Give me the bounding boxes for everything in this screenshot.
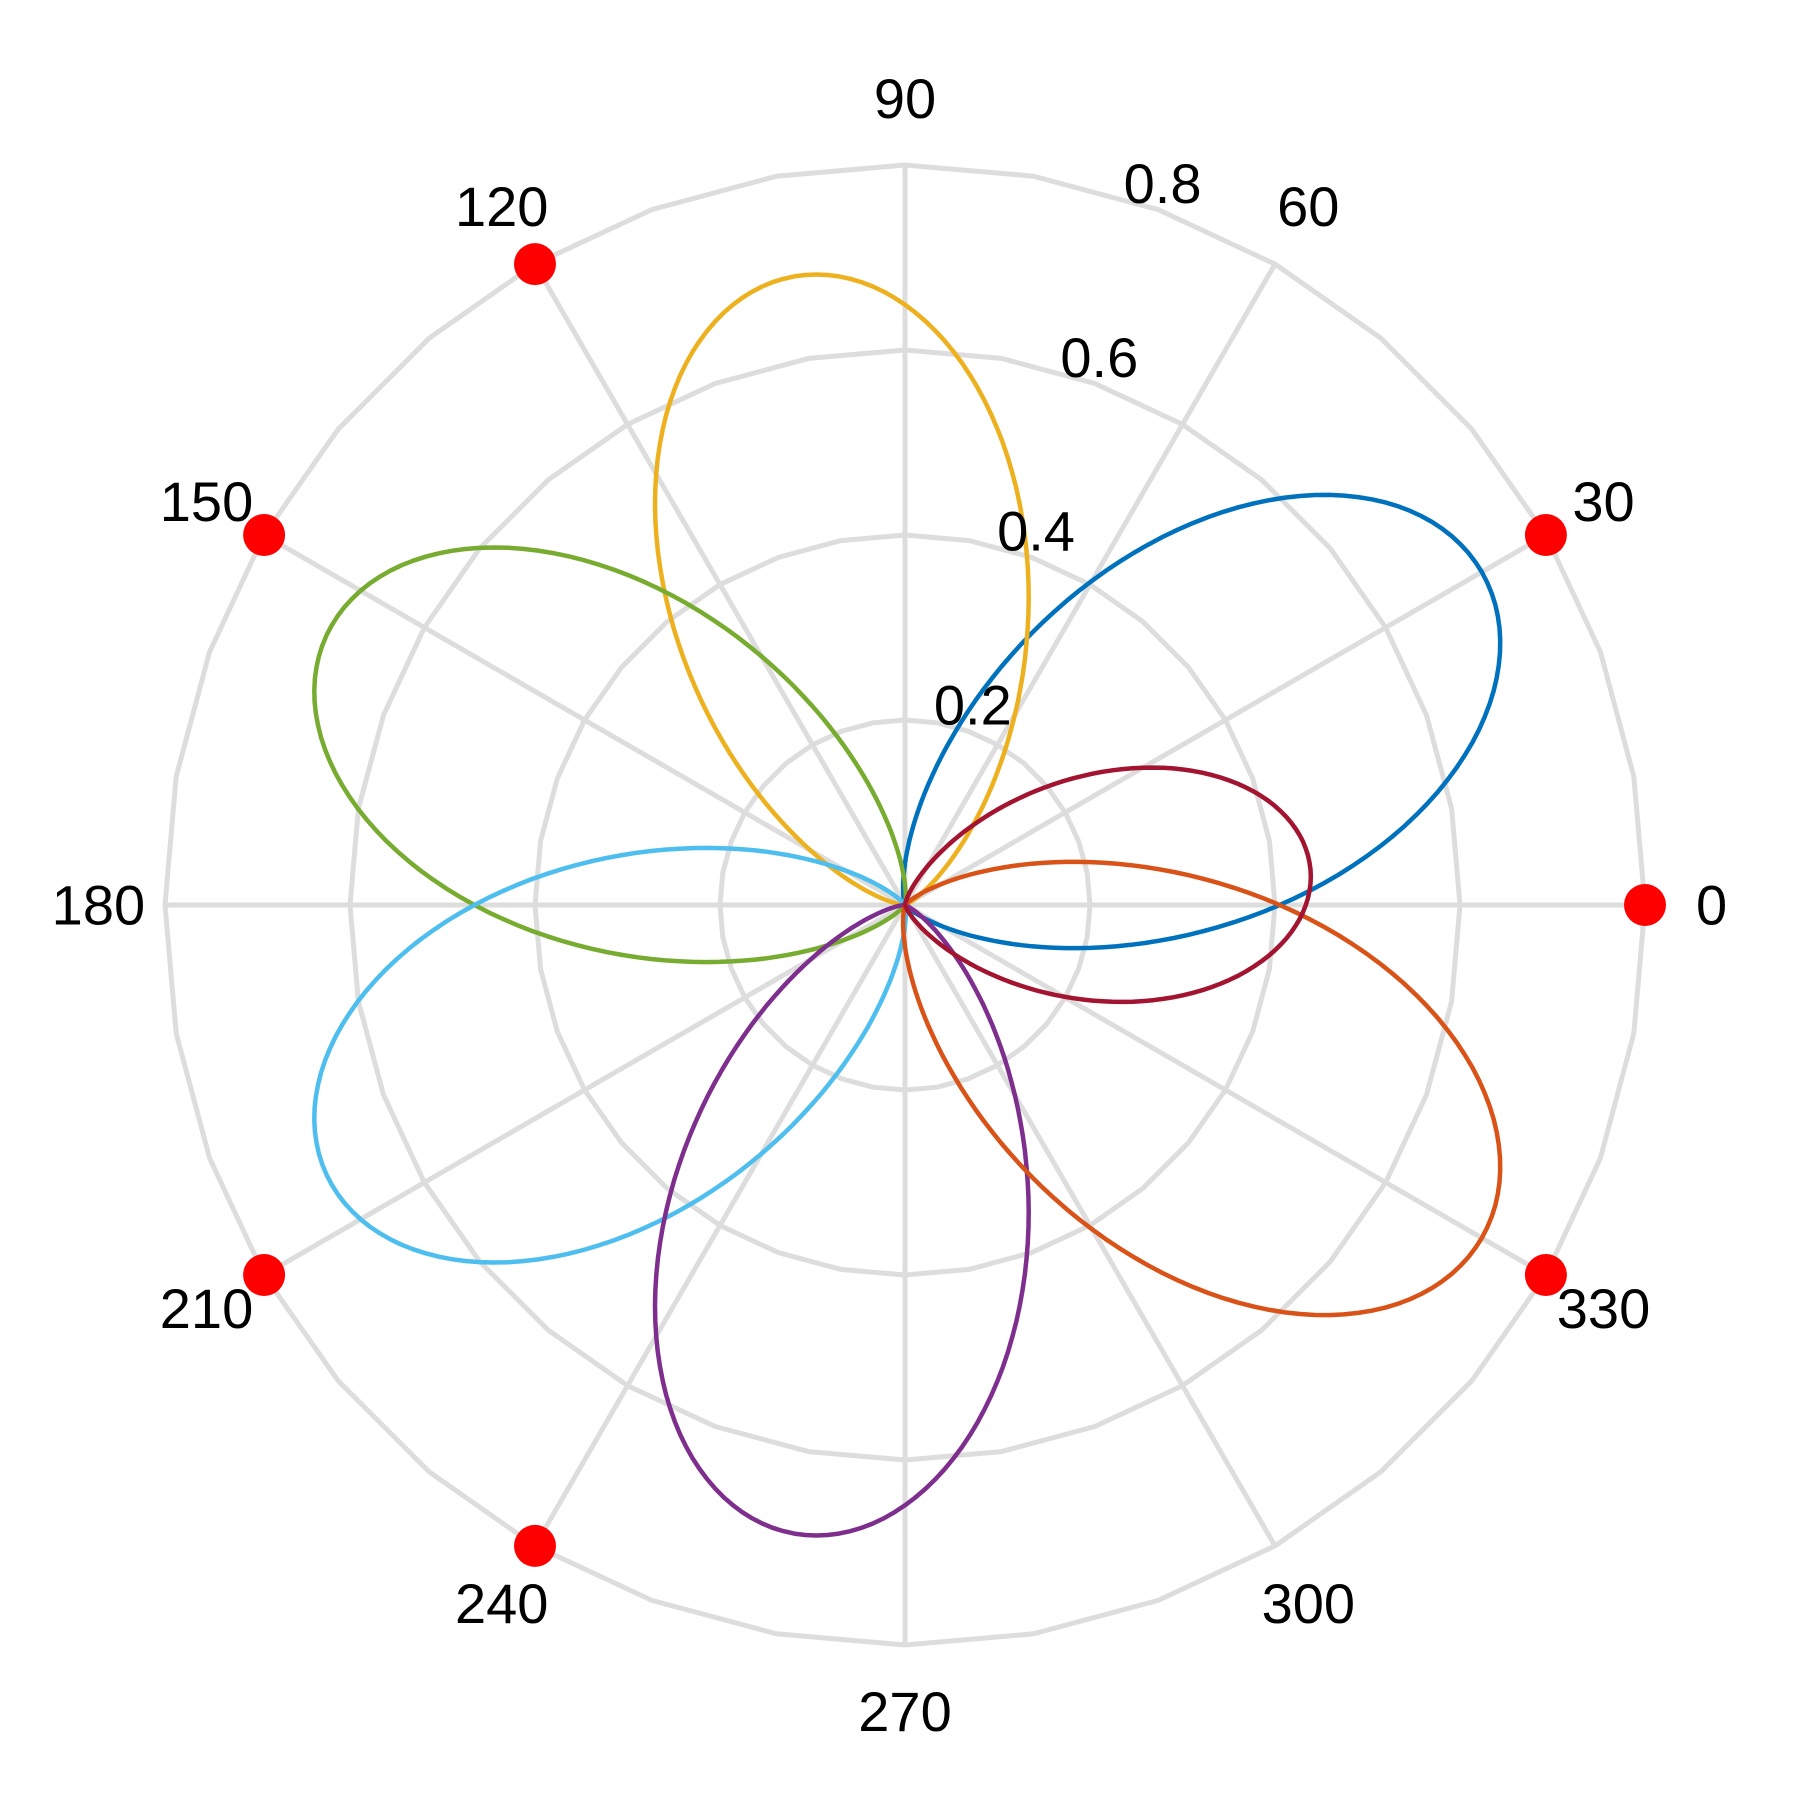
series-curve-2	[652, 272, 1031, 908]
marker-150	[243, 514, 286, 556]
theta-tick-label-180: 180	[52, 874, 145, 937]
series-curve-7	[902, 765, 1314, 1005]
series-curve-4	[312, 845, 909, 1265]
marker-120	[514, 243, 556, 286]
theta-tick-label-210: 210	[160, 1277, 253, 1340]
marker-210	[243, 1254, 286, 1296]
theta-tick-label-60: 60	[1277, 175, 1339, 238]
theta-tick-label-240: 240	[455, 1572, 548, 1635]
marker-330	[1524, 1254, 1567, 1296]
marker-240	[514, 1524, 556, 1567]
series-curve-5	[652, 902, 1031, 1538]
theta-tick-label-150: 150	[160, 470, 253, 533]
series-curve-1	[900, 492, 1503, 951]
theta-tick-label-0: 0	[1696, 874, 1727, 937]
theta-tick-label-330: 330	[1557, 1277, 1650, 1340]
r-tick-label-0.4: 0.4	[997, 500, 1075, 563]
grid-spoke-30	[903, 532, 1548, 908]
series-curve-3	[312, 545, 909, 965]
r-tick-label-0.2: 0.2	[934, 674, 1012, 737]
theta-tick-label-90: 90	[874, 67, 936, 130]
r-tick-label-0.6: 0.6	[1060, 326, 1138, 389]
grid-spoke-120	[532, 262, 908, 907]
marker-layer	[243, 243, 1666, 1567]
label-layer: 0 30 60 90 120 150 180 210 240 270 300 330 0.2 0.4 0.6…	[52, 67, 1727, 1743]
marker-0	[1624, 884, 1666, 926]
grid-spoke-150	[262, 532, 907, 908]
grid-spoke-330	[903, 902, 1548, 1278]
series-layer	[312, 272, 1503, 1538]
marker-30	[1524, 514, 1567, 556]
theta-tick-label-120: 120	[455, 175, 548, 238]
theta-tick-label-270: 270	[858, 1680, 951, 1743]
polar-grid	[162, 162, 1648, 1648]
r-tick-label-0.8: 0.8	[1124, 152, 1202, 215]
series-curve-6	[900, 859, 1503, 1318]
grid-spoke-210	[262, 902, 907, 1278]
theta-tick-label-300: 300	[1262, 1572, 1355, 1635]
theta-tick-label-30: 30	[1572, 470, 1634, 533]
grid-spoke-240	[532, 903, 908, 1548]
